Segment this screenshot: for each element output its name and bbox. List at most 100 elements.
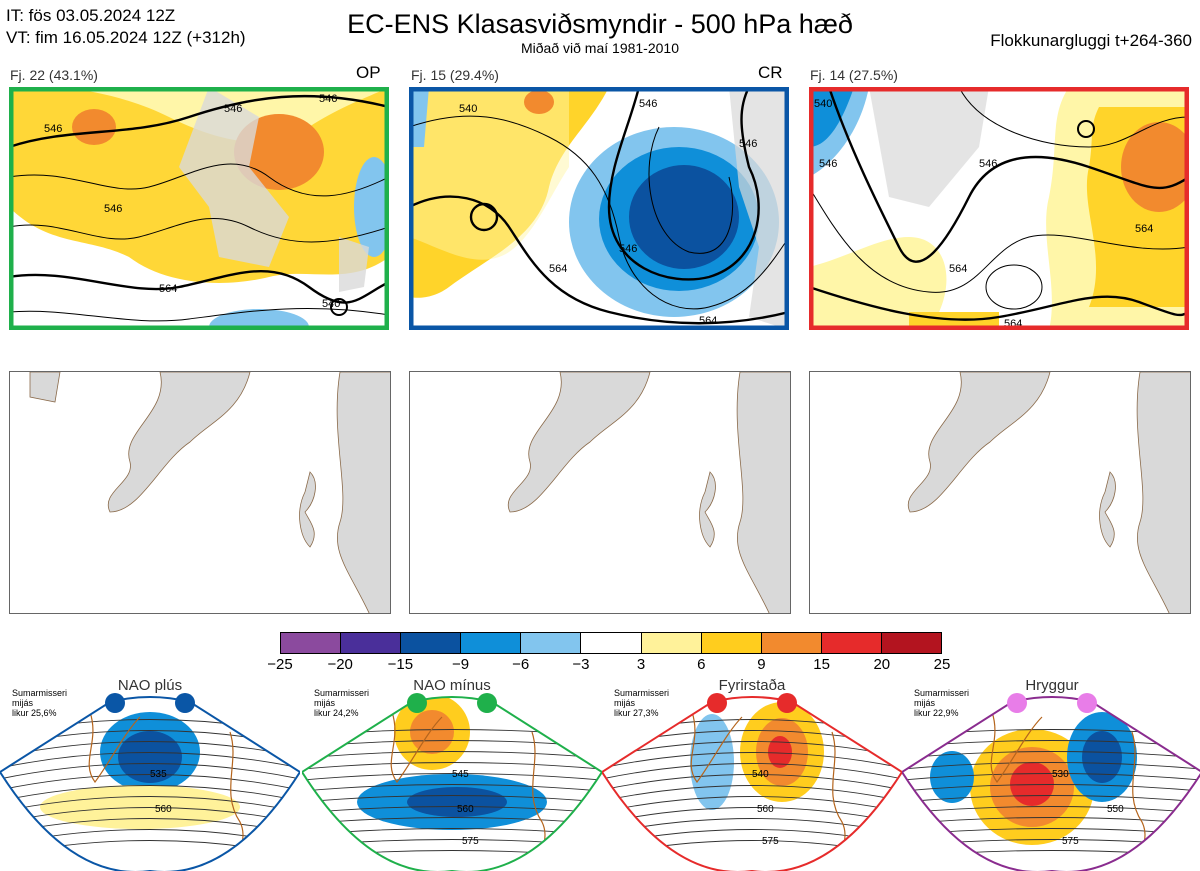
regime-map: 535 560 bbox=[0, 693, 300, 871]
cluster-map-1: 546 546 546 564 546 540 bbox=[9, 87, 389, 330]
header-info: IT: fös 03.05.2024 12Z VT: fim 16.05.202… bbox=[6, 5, 246, 49]
regime-contour-label: 575 bbox=[462, 836, 479, 847]
regime-border bbox=[0, 696, 300, 871]
colorbar-segment bbox=[641, 633, 702, 653]
valid-time: VT: fim 16.05.2024 12Z (+312h) bbox=[6, 28, 246, 47]
regime-border bbox=[302, 696, 602, 871]
panel-1-label: Fj. 22 (43.1%) bbox=[10, 67, 98, 83]
colorbar-tick-label: 15 bbox=[813, 656, 830, 673]
colorbar-tick-label: 20 bbox=[873, 656, 891, 673]
regime-dot-icon bbox=[407, 693, 427, 713]
colorbar-tick-label: 3 bbox=[636, 656, 646, 673]
base-map-3 bbox=[809, 371, 1191, 614]
regime-dot-icon bbox=[477, 693, 497, 713]
colorbar-segment bbox=[581, 633, 642, 653]
panel-1-contour-label: 546 bbox=[319, 93, 337, 105]
cluster-map-1-graphic: 546 546 546 564 546 540 bbox=[9, 87, 389, 330]
panel-1-contour-label: 546 bbox=[44, 123, 62, 135]
regime-contour-label: 545 bbox=[452, 769, 469, 780]
regime-border bbox=[902, 696, 1200, 871]
regime-contour-label: 535 bbox=[150, 769, 167, 780]
regime-dot-icon bbox=[105, 693, 125, 713]
panel-2-label: Fj. 15 (29.4%) bbox=[411, 67, 499, 83]
regime-note-line: likur 27,3% bbox=[614, 708, 659, 718]
regime-title: Fyrirstaða bbox=[718, 677, 786, 694]
cluster-map-3-graphic: 546 546 564 564 564 540 bbox=[809, 87, 1189, 330]
panel-3-border bbox=[809, 87, 1189, 330]
regime-dot-icon bbox=[1077, 693, 1097, 713]
panel-2-code: CR bbox=[758, 63, 783, 82]
base-map-2 bbox=[409, 371, 791, 614]
panel-1-contour-label: 546 bbox=[224, 103, 242, 115]
regime-contour-label: 550 bbox=[1107, 804, 1124, 815]
cluster-map-2: 540 546 546 564 564 546 bbox=[409, 87, 789, 330]
panel-1-contour-label: 540 bbox=[322, 298, 340, 310]
colorbar-tick-label: −9 bbox=[451, 656, 470, 673]
panel-1-border bbox=[9, 87, 389, 330]
regime-note-line: mijás bbox=[614, 698, 636, 708]
panel-1-code: OP bbox=[356, 63, 381, 82]
panel-3-contour-label: 564 bbox=[949, 263, 967, 275]
panel-2-border bbox=[409, 87, 789, 330]
regime-title: NAO plús bbox=[117, 677, 183, 694]
regime-map: 530 550 575 bbox=[902, 693, 1200, 871]
page-title: EC-ENS Klasasviðsmyndir - 500 hPa hæð bbox=[347, 9, 853, 39]
colorbar bbox=[280, 632, 942, 654]
colorbar-segment bbox=[821, 633, 882, 653]
regime-contour-label: 530 bbox=[1052, 769, 1069, 780]
panel-3-contour-label: 540 bbox=[814, 98, 832, 110]
regime-contour-label: 560 bbox=[155, 804, 172, 815]
regime-dot-icon bbox=[707, 693, 727, 713]
regime-contour-label: 575 bbox=[762, 836, 779, 847]
colorbar-tick-label: −25 bbox=[267, 656, 293, 673]
base-map-1 bbox=[9, 371, 391, 614]
regime-dot-icon bbox=[1007, 693, 1027, 713]
panel-2-contour-label: 546 bbox=[639, 98, 657, 110]
colorbar-tick-label: 9 bbox=[757, 656, 766, 673]
colorbar-segment bbox=[701, 633, 762, 653]
colorbar-segment bbox=[341, 633, 402, 653]
regime-contour-label: 560 bbox=[757, 804, 774, 815]
regime-note: Sumarmisseri mijás likur 24,2% bbox=[314, 688, 369, 718]
panel-3-label: Fj. 14 (27.5%) bbox=[810, 67, 898, 83]
regime-map: 540 560 575 bbox=[602, 693, 902, 871]
colorbar-tick-label: −6 bbox=[512, 656, 530, 673]
regime-note-line: Sumarmisseri bbox=[314, 688, 370, 698]
panel-1-contour-label: 564 bbox=[159, 283, 177, 295]
init-time: IT: fös 03.05.2024 12Z bbox=[6, 6, 176, 25]
base-map-1-graphic bbox=[29, 372, 390, 613]
regime-note-line: likur 22,9% bbox=[914, 708, 959, 718]
page-subtitle: Miðað við maí 1981-2010 bbox=[521, 40, 679, 56]
regime-title: NAO mínus bbox=[413, 677, 491, 694]
panel-3-contour-label: 546 bbox=[979, 158, 997, 170]
panel-2-contour-label: 546 bbox=[739, 138, 757, 150]
regime-note-line: likur 25,6% bbox=[12, 708, 57, 718]
cluster-map-3: 546 546 564 564 564 540 bbox=[809, 87, 1189, 330]
regime-note: Sumarmisseri mijás likur 25,6% bbox=[12, 688, 67, 718]
regime-note-line: Sumarmisseri bbox=[914, 688, 970, 698]
regime-dot-icon bbox=[777, 693, 797, 713]
colorbar-segment bbox=[521, 633, 582, 653]
regime-note-line: mijás bbox=[314, 698, 336, 708]
colorbar-segment bbox=[461, 633, 522, 653]
panel-2-contour-label: 564 bbox=[549, 263, 567, 275]
panel-2-contour-label: 564 bbox=[699, 315, 717, 327]
regime-note: Sumarmisseri mijás likur 27,3% bbox=[614, 688, 669, 718]
regime-map: 545 560 575 bbox=[302, 693, 602, 871]
regime-contour-label: 560 bbox=[457, 804, 474, 815]
base-map-3-graphic bbox=[907, 372, 1190, 613]
colorbar-segment bbox=[281, 633, 342, 653]
base-map-2-graphic bbox=[507, 372, 790, 613]
panel-3-contour-label: 546 bbox=[819, 158, 837, 170]
colorbar-tick-label: 25 bbox=[933, 656, 951, 673]
regime-note-line: Sumarmisseri bbox=[614, 688, 670, 698]
panel-2-contour-label: 540 bbox=[459, 103, 477, 115]
regime-dot-icon bbox=[175, 693, 195, 713]
regime-note-line: likur 24,2% bbox=[314, 708, 359, 718]
regime-note-line: mijás bbox=[12, 698, 34, 708]
cluster-map-2-graphic: 540 546 546 564 564 546 bbox=[409, 87, 789, 330]
colorbar-segment bbox=[761, 633, 822, 653]
colorbar-tick-label: −20 bbox=[327, 656, 353, 673]
regime-note-line: mijás bbox=[914, 698, 936, 708]
colorbar-tick-label: −15 bbox=[387, 656, 414, 673]
